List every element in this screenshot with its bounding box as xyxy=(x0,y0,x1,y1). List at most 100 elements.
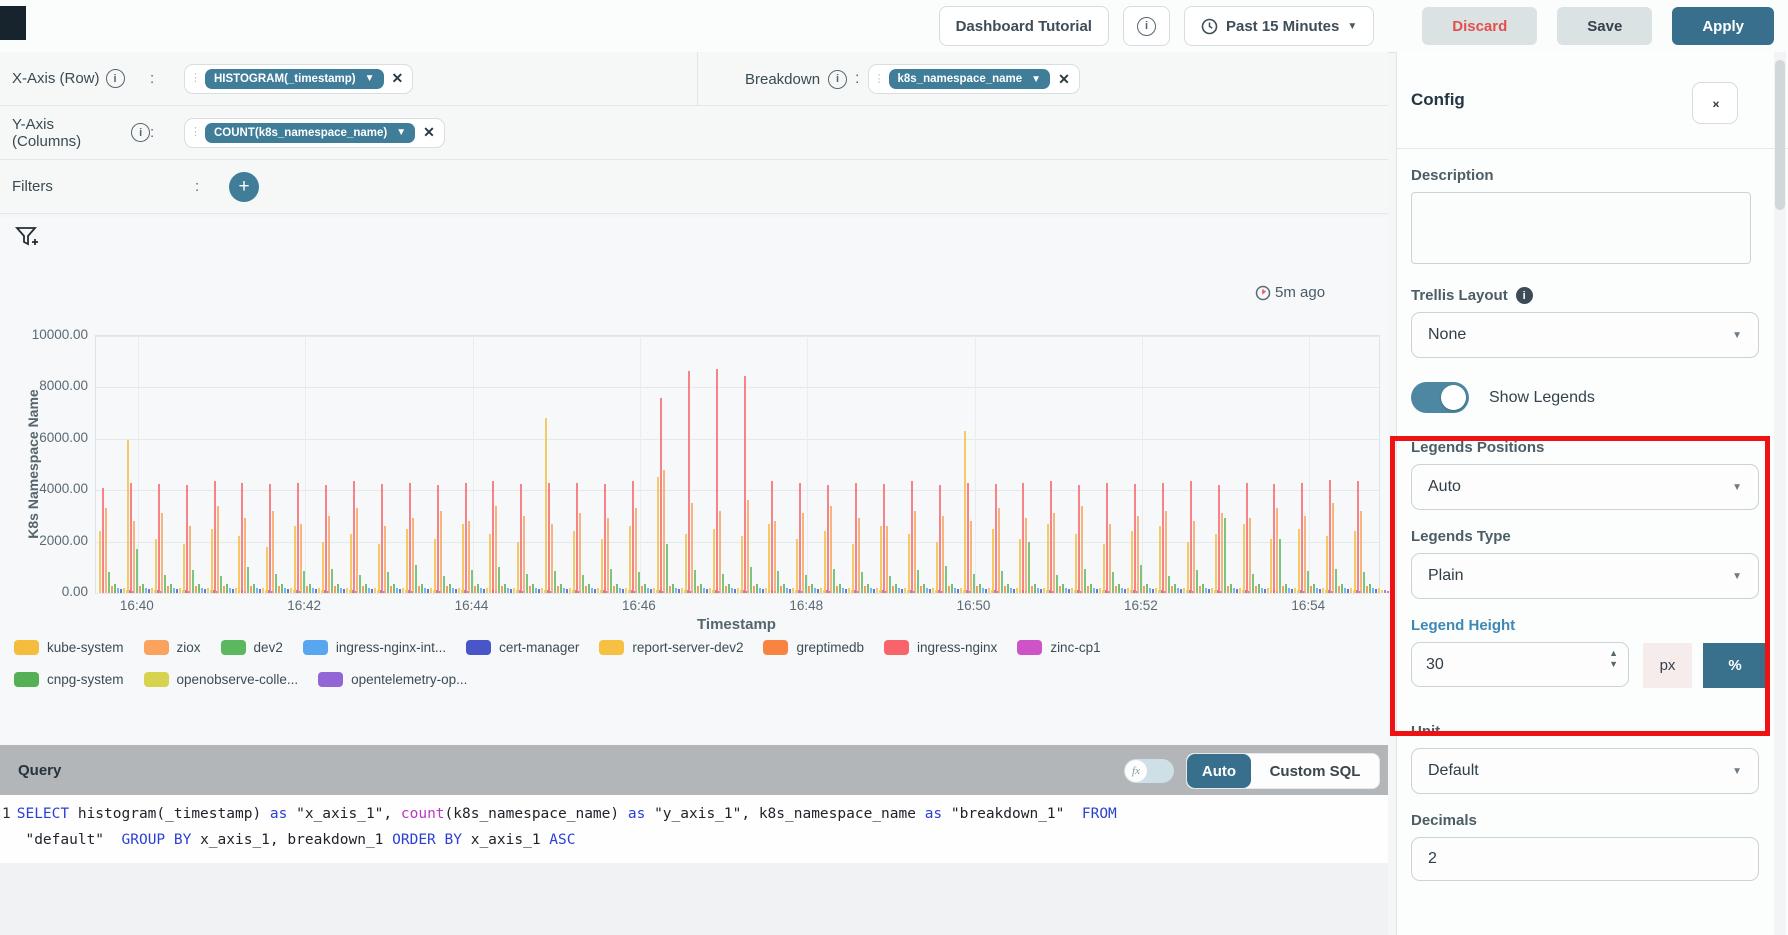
description-input[interactable] xyxy=(1411,192,1751,264)
bar xyxy=(765,588,767,593)
bar xyxy=(923,584,925,593)
legend-height-percent-button[interactable]: % xyxy=(1703,643,1767,688)
bar xyxy=(278,586,280,593)
bar xyxy=(566,589,568,593)
show-legends-label: Show Legends xyxy=(1489,389,1595,407)
save-button[interactable]: Save xyxy=(1557,7,1652,45)
bar xyxy=(495,506,497,593)
trellis-layout-select[interactable]: None ▼ xyxy=(1411,312,1759,358)
discard-button[interactable]: Discard xyxy=(1422,7,1537,45)
bar xyxy=(214,481,216,593)
remove-breakdown-field-button[interactable]: ✕ xyxy=(1056,71,1072,88)
show-legends-toggle[interactable] xyxy=(1411,382,1469,413)
legend-item[interactable]: openobserve-colle... xyxy=(144,672,299,687)
dashboard-title-box[interactable]: Dashboard Tutorial xyxy=(939,6,1109,46)
bar xyxy=(151,588,153,593)
legend-item[interactable]: cnpg-system xyxy=(14,672,124,687)
bar xyxy=(290,588,292,593)
bar xyxy=(504,584,506,593)
remove-y-axis-field-button[interactable]: ✕ xyxy=(421,124,437,141)
bar xyxy=(1258,584,1260,593)
y-axis-info-icon[interactable]: i xyxy=(131,123,150,142)
y-axis-field-chip[interactable]: COUNT(k8s_namespace_name) ▼ xyxy=(205,123,415,143)
bar xyxy=(253,584,255,593)
bar xyxy=(1109,524,1111,593)
legend-label: greptimedb xyxy=(796,640,864,655)
breakdown-info-icon[interactable]: i xyxy=(828,70,847,89)
bar xyxy=(501,586,503,593)
legend-item[interactable]: ziox xyxy=(144,640,201,655)
collapse-sidebar-button[interactable]: ›‹ xyxy=(1692,82,1738,124)
unit-section: Unit Default ▼ xyxy=(1397,723,1788,794)
legend-item[interactable]: report-server-dev2 xyxy=(599,640,743,655)
bar xyxy=(340,588,342,593)
x-tick-label: 16:40 xyxy=(107,598,167,613)
legends-type-select[interactable]: Plain ▼ xyxy=(1411,553,1759,599)
gridline xyxy=(1309,336,1310,593)
bar xyxy=(434,539,436,593)
gridline xyxy=(975,336,976,593)
legend-item[interactable]: ingress-nginx xyxy=(884,640,997,655)
legend-height-px-button[interactable]: px xyxy=(1643,643,1692,688)
breakdown-field-chip[interactable]: k8s_namespace_name ▼ xyxy=(889,69,1051,89)
bar xyxy=(641,586,643,593)
bar-chart-plot[interactable] xyxy=(95,335,1380,594)
stepper-down-icon[interactable]: ▼ xyxy=(1609,660,1618,669)
scrollbar-thumb[interactable] xyxy=(1775,60,1785,210)
apply-button[interactable]: Apply xyxy=(1672,7,1774,45)
drag-handle-icon[interactable]: ⋮⋮ xyxy=(874,75,883,84)
bar xyxy=(409,483,411,594)
bar xyxy=(244,518,246,593)
sql-editor[interactable]: 1SELECT histogram(_timestamp) as "x_axis… xyxy=(0,795,1388,863)
filter-funnel-icon[interactable] xyxy=(14,224,40,255)
bar xyxy=(510,589,512,593)
bar xyxy=(374,588,376,593)
unit-select[interactable]: Default ▼ xyxy=(1411,748,1759,794)
bar xyxy=(1307,571,1309,593)
bar xyxy=(771,481,773,593)
legend-item[interactable]: cert-manager xyxy=(466,640,579,655)
bar xyxy=(967,483,969,594)
vrl-function-toggle[interactable]: fx xyxy=(1124,759,1174,783)
decimals-input[interactable]: 2 xyxy=(1411,837,1759,881)
bar xyxy=(1053,513,1055,593)
bar xyxy=(452,588,454,593)
bar xyxy=(1205,588,1207,593)
drag-handle-icon[interactable]: ⋮⋮ xyxy=(190,128,199,137)
legend-item[interactable]: opentelemetry-op... xyxy=(318,672,467,687)
bar xyxy=(256,588,258,593)
bar xyxy=(1239,588,1241,593)
add-filter-button[interactable]: + xyxy=(229,172,259,202)
legend-item[interactable]: zinc-cp1 xyxy=(1017,640,1100,655)
bar xyxy=(647,588,649,593)
x-axis-info-icon[interactable]: i xyxy=(106,69,125,88)
bar xyxy=(551,524,553,593)
sidebar-scrollbar[interactable] xyxy=(1774,52,1786,935)
auto-mode-button[interactable]: Auto xyxy=(1187,754,1251,788)
bar xyxy=(538,589,540,593)
bar xyxy=(836,586,838,593)
legends-positions-select[interactable]: Auto ▼ xyxy=(1411,464,1759,510)
stepper-up-icon[interactable]: ▲ xyxy=(1609,649,1618,658)
bar xyxy=(229,588,231,593)
legend-item[interactable]: greptimedb xyxy=(763,640,864,655)
x-tick-label: 16:46 xyxy=(609,598,669,613)
bar xyxy=(817,589,819,593)
legend-height-input[interactable]: 30 ▲ ▼ xyxy=(1411,642,1629,687)
bar xyxy=(1270,539,1272,593)
x-axis-field-chip[interactable]: HISTOGRAM(_timestamp) ▼ xyxy=(205,69,384,89)
time-range-picker[interactable]: Past 15 Minutes ▼ xyxy=(1184,6,1374,46)
bar xyxy=(774,521,776,593)
legend-item[interactable]: dev2 xyxy=(221,640,283,655)
custom-sql-mode-button[interactable]: Custom SQL xyxy=(1251,754,1379,788)
legend-item[interactable]: kube-system xyxy=(14,640,124,655)
bar xyxy=(1347,589,1349,593)
drag-handle-icon[interactable]: ⋮⋮ xyxy=(190,74,199,83)
legend-item[interactable]: ingress-nginx-int... xyxy=(303,640,446,655)
dashboard-info-button[interactable]: i xyxy=(1123,6,1170,46)
remove-x-axis-field-button[interactable]: ✕ xyxy=(390,70,406,87)
bar xyxy=(1288,588,1290,593)
gridline xyxy=(1142,336,1143,593)
bar xyxy=(1013,589,1015,593)
trellis-info-icon[interactable]: i xyxy=(1516,287,1533,304)
